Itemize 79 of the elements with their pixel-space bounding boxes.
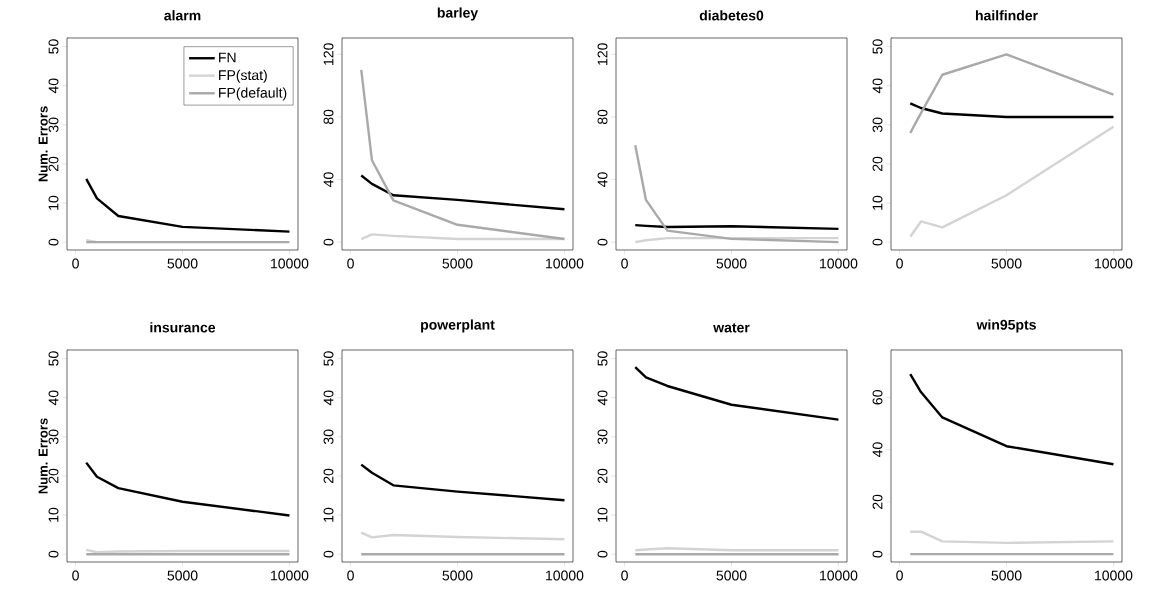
y-tick-label: 50 — [48, 39, 59, 54]
y-tick-label: 40 — [872, 442, 883, 458]
y-tick-label: 0 — [597, 550, 608, 558]
y-tick-label: 60 — [872, 390, 883, 405]
chart-title: diabetes0 — [699, 10, 764, 21]
y-tick-label: 40 — [48, 390, 59, 406]
y-tick-label: 40 — [323, 390, 334, 406]
x-tick-label: 0 — [621, 258, 628, 269]
x-tick-label: 10000 — [820, 570, 858, 581]
y-tick-label: 80 — [323, 109, 334, 125]
y-tick-label: 30 — [597, 429, 608, 445]
y-tick-label: 20 — [597, 468, 608, 484]
x-tick-label: 10000 — [271, 258, 309, 269]
y-tick-label: 40 — [872, 78, 883, 94]
y-tick-label: 20 — [872, 494, 883, 509]
y-axis-title: Num. Errors — [38, 418, 48, 494]
chart-title: powerplant — [421, 319, 495, 333]
x-tick-label: 5000 — [716, 258, 747, 269]
y-tick-label: 10 — [597, 507, 608, 522]
x-tick-label: 0 — [347, 258, 354, 269]
y-tick-label: 0 — [323, 550, 334, 558]
x-tick-label: 10000 — [1095, 570, 1133, 581]
x-tick-label: 10000 — [546, 258, 584, 269]
chart-title: win95pts — [976, 319, 1036, 333]
y-tick-label: 120 — [597, 43, 608, 65]
x-tick-label: 10000 — [271, 570, 309, 581]
y-axis-title: Num. Errors — [38, 106, 48, 182]
legend-label: FP(default) — [219, 87, 287, 101]
chart-title: barley — [437, 7, 479, 21]
legend-label: FP(stat) — [219, 69, 267, 83]
x-tick-label: 10000 — [1095, 258, 1133, 269]
y-tick-label: 50 — [323, 351, 334, 366]
x-tick-label: 0 — [72, 570, 79, 581]
y-tick-label: 10 — [48, 195, 59, 210]
y-tick-label: 20 — [48, 156, 59, 172]
y-tick-label: 0 — [872, 550, 883, 558]
chart-title: water — [713, 323, 750, 333]
x-tick-label: 0 — [621, 570, 628, 581]
x-tick-label: 5000 — [991, 258, 1022, 269]
y-tick-label: 40 — [597, 390, 608, 406]
y-tick-label: 80 — [597, 109, 608, 125]
y-tick-label: 10 — [48, 507, 59, 522]
y-tick-label: 40 — [323, 172, 334, 188]
y-tick-label: 50 — [597, 351, 608, 366]
chart-title: insurance — [150, 322, 216, 333]
y-tick-label: 40 — [597, 172, 608, 188]
y-tick-label: 20 — [872, 156, 883, 172]
y-tick-label: 30 — [872, 117, 883, 133]
y-tick-label: 40 — [48, 78, 59, 94]
y-tick-label: 0 — [872, 238, 883, 246]
legend-label: FN — [219, 52, 236, 63]
x-tick-label: 5000 — [716, 570, 747, 581]
x-tick-label: 0 — [896, 570, 903, 581]
y-tick-label: 10 — [872, 195, 883, 210]
x-tick-label: 5000 — [167, 258, 198, 269]
x-tick-label: 5000 — [991, 570, 1022, 581]
y-tick-label: 50 — [48, 351, 59, 366]
x-tick-label: 0 — [72, 258, 79, 269]
x-tick-label: 10000 — [546, 570, 584, 581]
y-tick-label: 30 — [48, 429, 59, 445]
y-tick-label: 30 — [48, 117, 59, 133]
y-tick-label: 50 — [872, 39, 883, 54]
x-tick-label: 5000 — [442, 570, 473, 581]
x-tick-label: 0 — [896, 258, 903, 269]
y-tick-label: 0 — [323, 238, 334, 246]
chart-title: alarm — [164, 10, 201, 21]
x-tick-label: 5000 — [442, 258, 473, 269]
y-tick-label: 0 — [597, 238, 608, 246]
y-tick-label: 30 — [323, 429, 334, 445]
y-tick-label: 120 — [323, 43, 334, 65]
x-tick-label: 10000 — [820, 258, 858, 269]
y-tick-label: 0 — [48, 238, 59, 246]
chart-title: hailfinder — [975, 10, 1038, 21]
y-tick-label: 20 — [323, 468, 334, 484]
x-tick-label: 0 — [347, 570, 354, 581]
x-tick-label: 5000 — [167, 570, 198, 581]
y-tick-label: 0 — [48, 550, 59, 558]
y-tick-label: 10 — [323, 507, 334, 522]
y-tick-label: 20 — [48, 468, 59, 484]
